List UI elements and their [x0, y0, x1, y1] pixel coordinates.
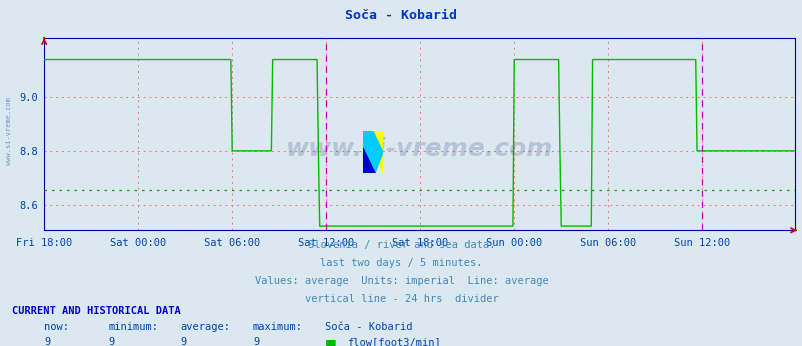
Text: vertical line - 24 hrs  divider: vertical line - 24 hrs divider: [304, 294, 498, 304]
Text: ■: ■: [325, 337, 337, 346]
Text: Soča - Kobarid: Soča - Kobarid: [345, 9, 457, 22]
Polygon shape: [363, 131, 383, 173]
Text: 9: 9: [108, 337, 115, 346]
Text: CURRENT AND HISTORICAL DATA: CURRENT AND HISTORICAL DATA: [12, 306, 180, 316]
Text: 9: 9: [44, 337, 51, 346]
Text: minimum:: minimum:: [108, 322, 158, 333]
Text: 9: 9: [180, 337, 187, 346]
Text: average:: average:: [180, 322, 230, 333]
Text: last two days / 5 minutes.: last two days / 5 minutes.: [320, 258, 482, 268]
Text: now:: now:: [44, 322, 69, 333]
Polygon shape: [363, 131, 383, 173]
Text: 9: 9: [253, 337, 259, 346]
Text: Values: average  Units: imperial  Line: average: Values: average Units: imperial Line: av…: [254, 276, 548, 286]
Text: maximum:: maximum:: [253, 322, 302, 333]
Text: www.si-vreme.com: www.si-vreme.com: [6, 98, 12, 165]
Text: Soča - Kobarid: Soča - Kobarid: [325, 322, 412, 333]
Text: www.si-vreme.com: www.si-vreme.com: [286, 137, 553, 162]
Text: flow[foot3/min]: flow[foot3/min]: [346, 337, 440, 346]
Polygon shape: [363, 148, 375, 173]
Text: Slovenia / river and sea data.: Slovenia / river and sea data.: [307, 240, 495, 251]
